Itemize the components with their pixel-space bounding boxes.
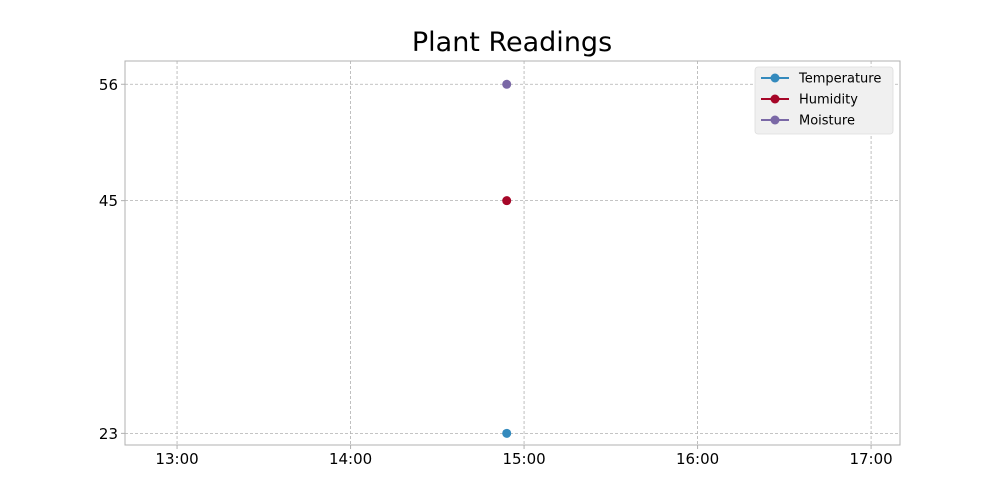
y-tick-label: 45 [99,192,118,210]
y-tick-label: 23 [99,425,118,443]
legend-temperature-label: Temperature [798,72,881,87]
chart-title: Plant Readings [412,27,612,58]
legend-moisture-label: Moisture [799,114,855,129]
legend: Temperature Humidity Moisture [754,66,894,135]
temperature-data-point [502,428,512,438]
x-axis-ticks: 13:00 14:00 15:00 16:00 17:00 [155,445,893,468]
x-tick-label: 17:00 [849,450,892,468]
legend-box [754,66,894,135]
moisture-series [502,79,512,89]
data-series [502,79,512,438]
y-tick-label: 56 [99,76,118,94]
x-tick-label: 15:00 [502,450,545,468]
y-axis-ticks: 23 45 56 [99,76,125,443]
legend-humidity-label: Humidity [799,93,858,108]
legend-humidity-marker [770,94,780,104]
moisture-data-point [502,79,512,89]
x-tick-label: 14:00 [329,450,372,468]
x-tick-label: 16:00 [676,450,719,468]
legend-temperature-marker [770,73,780,83]
legend-moisture-marker [770,115,780,125]
grid-lines [125,61,900,445]
temperature-series [502,428,512,438]
humidity-series [502,196,512,206]
humidity-data-point [502,196,512,206]
x-tick-label: 13:00 [155,450,198,468]
plot-area-frame [124,60,901,446]
